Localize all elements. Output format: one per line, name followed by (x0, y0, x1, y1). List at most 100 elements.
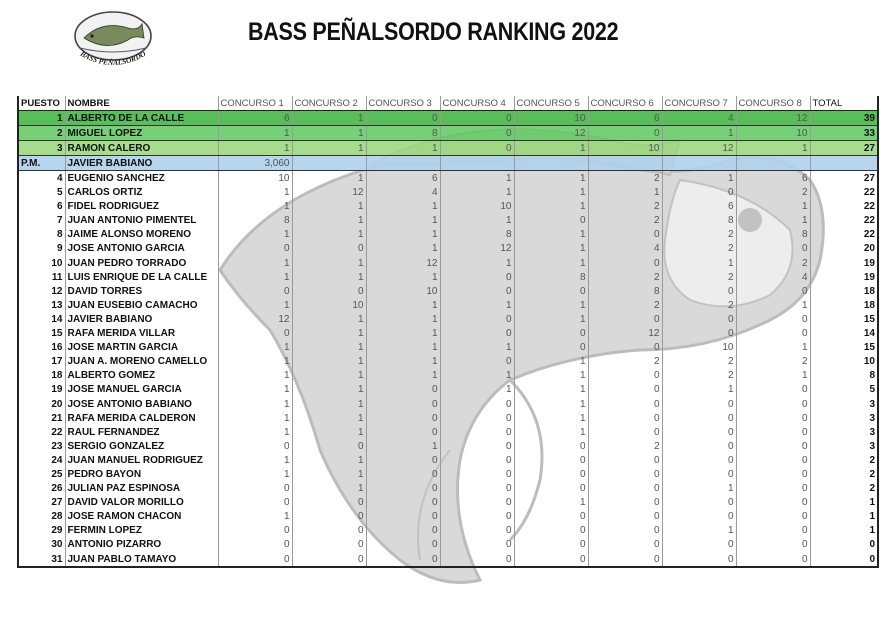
row-score: 1 (291, 453, 366, 468)
table-row: 22 RAUL FERNANDEZ 1 1 0 0 1 0 0 0 3 (17, 425, 879, 440)
row-position: 15 (17, 326, 65, 341)
row-score: 0 (439, 110, 514, 127)
row-score: 1 (513, 354, 588, 369)
row-score: 0 (735, 396, 810, 412)
row-score: 1 (217, 453, 292, 468)
row-score: 12 (587, 326, 662, 341)
row-score: 1 (365, 199, 440, 214)
row-score: 1 (291, 326, 366, 341)
row-total: 3 (809, 439, 879, 454)
row-score: 1 (513, 140, 588, 157)
row-score: 0 (587, 509, 662, 524)
row-name: RAFA MERIDA VILLAR (64, 326, 218, 341)
row-score: 2 (735, 354, 810, 369)
row-score: 0 (291, 523, 366, 538)
row-score: 0 (735, 509, 810, 524)
row-total: 14 (809, 326, 879, 341)
row-score: 0 (217, 495, 292, 510)
row-score: 1 (439, 298, 514, 313)
row-position: 27 (17, 495, 65, 510)
row-total: 22 (809, 213, 879, 228)
row-total: 19 (809, 256, 879, 271)
row-score: 1 (291, 312, 366, 327)
table-row: 26 JULIAN PAZ ESPINOSA 0 1 0 0 0 0 1 0 2 (17, 481, 879, 496)
row-position: 2 (17, 125, 65, 142)
row-score: 4 (735, 270, 810, 285)
table-row: 12 DAVID TORRES 0 0 10 0 0 8 0 0 18 (17, 284, 879, 299)
row-position: 10 (17, 256, 65, 271)
row-score: 0 (587, 453, 662, 468)
row-score: 1 (217, 199, 292, 214)
row-score: 1 (365, 354, 440, 369)
row-score: 2 (661, 368, 736, 383)
row-score: 0 (661, 537, 736, 552)
table-row: 9 JOSE ANTONIO GARCIA 0 0 1 12 1 4 2 0 20 (17, 241, 879, 257)
row-score: 10 (217, 170, 292, 186)
row-score: 0 (513, 537, 588, 552)
row-name: CARLOS ORTIZ (64, 185, 218, 200)
row-score: 10 (291, 298, 366, 313)
row-total: 8 (809, 368, 879, 383)
pm-value: 3,060 (217, 155, 292, 172)
row-score: 1 (217, 140, 292, 157)
row-score: 0 (439, 537, 514, 552)
row-score: 1 (661, 382, 736, 397)
row-total: 0 (809, 552, 879, 568)
row-score: 0 (735, 382, 810, 397)
row-total: 1 (809, 495, 879, 510)
row-score: 1 (365, 368, 440, 383)
row-score: 0 (439, 270, 514, 285)
header-concurso-8: CONCURSO 8 (735, 96, 810, 112)
table-row: 16 JOSE MARTIN GARCIA 1 1 1 1 0 0 10 1 15 (17, 340, 879, 355)
row-score: 1 (439, 368, 514, 383)
row-score: 1 (661, 481, 736, 496)
header-concurso-5: CONCURSO 5 (513, 96, 588, 112)
row-score: 1 (513, 241, 588, 257)
row-score: 1 (217, 425, 292, 440)
row-score: 1 (439, 340, 514, 355)
row-name: ALBERTO DE LA CALLE (64, 110, 218, 127)
row-score: 10 (661, 340, 736, 355)
pm-row: P.M. JAVIER BABIANO 3,060 (17, 155, 879, 172)
row-position: 25 (17, 467, 65, 482)
table-row: 14 JAVIER BABIANO 12 1 1 0 1 0 0 0 15 (17, 312, 879, 327)
row-position: 24 (17, 453, 65, 468)
row-score: 0 (661, 467, 736, 482)
row-name: ANTONIO PIZARRO (64, 537, 218, 552)
row-score: 0 (735, 411, 810, 426)
row-score: 0 (661, 185, 736, 200)
row-score: 1 (735, 298, 810, 313)
row-score: 1 (439, 382, 514, 397)
row-score: 0 (513, 340, 588, 355)
row-name: JAVIER BABIANO (64, 312, 218, 327)
page-title: BASS PEÑALSORDO RANKING 2022 (248, 18, 619, 46)
row-position: 14 (17, 312, 65, 327)
table-row: 5 CARLOS ORTIZ 1 12 4 1 1 1 0 2 22 (17, 185, 879, 200)
row-score: 6 (587, 110, 662, 127)
table-row: 7 JUAN ANTONIO PIMENTEL 8 1 1 1 0 2 8 1 22 (17, 213, 879, 228)
row-score: 0 (735, 537, 810, 552)
row-name: JOSE MARTIN GARCIA (64, 340, 218, 355)
row-score: 0 (587, 495, 662, 510)
pm-label: P.M. (17, 155, 65, 172)
row-name: LUIS ENRIQUE DE LA CALLE (64, 270, 218, 285)
row-score: 10 (587, 140, 662, 157)
row-name: JUAN EUSEBIO CAMACHO (64, 298, 218, 313)
header-concurso-3: CONCURSO 3 (365, 96, 440, 112)
row-score: 12 (291, 185, 366, 200)
row-score: 1 (217, 396, 292, 412)
row-score: 1 (217, 467, 292, 482)
table-row: 18 ALBERTO GOMEZ 1 1 1 1 1 0 2 1 8 (17, 368, 879, 383)
row-score: 1 (365, 298, 440, 313)
row-position: 30 (17, 537, 65, 552)
row-score: 0 (661, 396, 736, 412)
row-position: 8 (17, 227, 65, 242)
row-score: 0 (735, 467, 810, 482)
row-total: 2 (809, 481, 879, 496)
row-position: 1 (17, 110, 65, 127)
row-score: 1 (735, 213, 810, 228)
row-score: 0 (587, 256, 662, 271)
row-score: 8 (513, 270, 588, 285)
row-score: 1 (735, 368, 810, 383)
row-score: 0 (661, 284, 736, 299)
